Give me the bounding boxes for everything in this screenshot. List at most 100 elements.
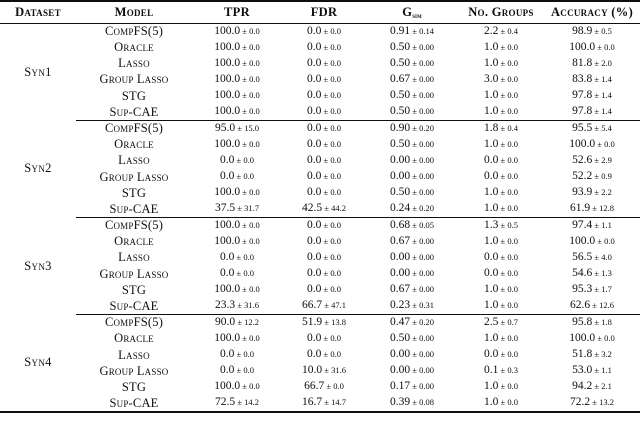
mean-value: 98.9: [572, 24, 593, 37]
mean-value: 42.5: [302, 202, 323, 215]
std-value: ± 0.00: [410, 251, 434, 262]
std-value: ± 1.1: [592, 219, 612, 230]
accuracy-value: 72.2 ± 13.2: [544, 395, 640, 413]
fdr-value: 66.7 ± 0.0: [282, 379, 366, 395]
mean-value: 94.2: [572, 380, 593, 393]
mean-value: 1.0: [484, 234, 499, 247]
mean-value: 0.23: [390, 299, 411, 312]
no-groups-value: 1.0 ± 0.0: [458, 298, 544, 315]
std-value: ± 0.0: [595, 41, 615, 52]
fdr-value: 0.0 ± 0.0: [282, 266, 366, 282]
std-value: ± 0.00: [410, 332, 434, 343]
mean-value: 0.00: [390, 250, 411, 263]
fdr-value: 0.0 ± 0.0: [282, 39, 366, 55]
table-row: Lasso 100.0 ± 0.0 0.0 ± 0.0 0.50 ± 0.00 1.0 …: [0, 55, 640, 71]
mean-value: 0.50: [390, 105, 411, 118]
std-value: ± 0.14: [410, 25, 434, 36]
gsim-value: 0.00 ± 0.00: [366, 347, 458, 363]
mean-value: 0.67: [390, 283, 411, 296]
gsim-value: 0.00 ± 0.00: [366, 266, 458, 282]
mean-value: 0.0: [307, 283, 322, 296]
std-value: ± 2.2: [592, 187, 612, 198]
mean-value: 66.7: [302, 299, 323, 312]
std-value: ± 0.0: [234, 154, 254, 165]
mean-value: 100.0: [569, 137, 596, 150]
tpr-value: 100.0 ± 0.0: [192, 72, 282, 88]
std-value: ± 1.4: [592, 106, 612, 117]
mean-value: 0.0: [307, 72, 322, 85]
fdr-value: 0.0 ± 0.0: [282, 217, 366, 233]
std-value: ± 0.0: [595, 138, 615, 149]
table-row: Lasso 0.0 ± 0.0 0.0 ± 0.0 0.00 ± 0.00 0.0 ± …: [0, 347, 640, 363]
tpr-value: 100.0 ± 0.0: [192, 217, 282, 233]
mean-value: 0.0: [307, 267, 322, 280]
mean-value: 1.0: [484, 283, 499, 296]
tpr-value: 0.0 ± 0.0: [192, 363, 282, 379]
mean-value: 97.8: [572, 105, 593, 118]
mean-value: 0.0: [220, 153, 235, 166]
mean-value: 0.0: [307, 56, 322, 69]
no-groups-value: 1.0 ± 0.0: [458, 88, 544, 104]
gsim-value: 0.39 ± 0.08: [366, 395, 458, 413]
mean-value: 100.0: [214, 186, 241, 199]
gsim-symbol: G: [402, 4, 413, 19]
std-value: ± 0.0: [498, 187, 518, 198]
mean-value: 56.5: [572, 250, 593, 263]
std-value: ± 0.0: [321, 332, 341, 343]
std-value: ± 0.0: [240, 57, 260, 68]
mean-value: 0.0: [220, 364, 235, 377]
accuracy-value: 54.6 ± 1.3: [544, 266, 640, 282]
no-groups-value: 1.8 ± 0.4: [458, 120, 544, 136]
mean-value: 72.2: [570, 396, 591, 409]
mean-value: 2.2: [484, 24, 499, 37]
table-row: Sup-CAE 72.5 ± 14.2 16.7 ± 14.7 0.39 ± 0.08…: [0, 395, 640, 413]
std-value: ± 0.0: [240, 90, 260, 101]
mean-value: 0.0: [220, 267, 235, 280]
table-row: Syn1 CompFS(5) 100.0 ± 0.0 0.0 ± 0.0 0.91 ± …: [0, 23, 640, 78]
mean-value: 100.0: [569, 234, 596, 247]
table-row: Sup-CAE 100.0 ± 0.0 0.0 ± 0.0 0.50 ± 0.00 1.…: [0, 103, 640, 121]
std-value: ± 0.00: [410, 284, 434, 295]
table-row: STG 100.0 ± 0.0 66.7 ± 0.0 0.17 ± 0.00 1.0 ±…: [0, 379, 640, 395]
no-groups-value: 1.0 ± 0.0: [458, 103, 544, 121]
model-label: Group Lasso: [99, 363, 169, 378]
tpr-value: 23.3 ± 31.6: [192, 298, 282, 315]
std-value: ± 0.0: [240, 138, 260, 149]
std-value: ± 0.00: [410, 41, 434, 52]
table-row: Lasso 0.0 ± 0.0 0.0 ± 0.0 0.00 ± 0.00 0.0 ± …: [0, 153, 640, 169]
fdr-value: 0.0 ± 0.0: [282, 250, 366, 266]
std-value: ± 12.2: [235, 316, 259, 327]
mean-value: 0.0: [307, 153, 322, 166]
mean-value: 0.0: [307, 89, 322, 102]
accuracy-value: 93.9 ± 2.2: [544, 185, 640, 201]
no-groups-value: 1.3 ± 0.5: [458, 217, 544, 233]
std-value: ± 1.3: [592, 268, 612, 279]
mean-value: 95.5: [572, 121, 593, 134]
gsim-value: 0.50 ± 0.00: [366, 88, 458, 104]
mean-value: 0.00: [390, 153, 411, 166]
mean-value: 0.0: [307, 170, 322, 183]
model-label: Sup-CAE: [76, 298, 192, 315]
fdr-value: 0.0 ± 0.0: [282, 103, 366, 121]
mean-value: 0.67: [390, 72, 411, 85]
fdr-value: 0.0 ± 0.0: [282, 23, 366, 39]
accuracy-value: 83.8 ± 1.4: [544, 72, 640, 88]
mean-value: 1.0: [484, 380, 499, 393]
col-header-dataset: Dataset: [0, 1, 76, 24]
mean-value: 0.0: [307, 121, 322, 134]
mean-value: 100.0: [569, 331, 596, 344]
std-value: ± 14.2: [235, 397, 259, 408]
accuracy-value: 97.4 ± 1.1: [544, 217, 640, 233]
std-value: ± 1.4: [592, 73, 612, 84]
mean-value: 0.0: [220, 250, 235, 263]
std-value: ± 1.1: [592, 365, 612, 376]
std-value: ± 0.0: [234, 251, 254, 262]
no-groups-value: 1.0 ± 0.0: [458, 282, 544, 298]
mean-value: 95.3: [572, 283, 593, 296]
mean-value: 0.90: [390, 121, 411, 134]
fdr-value: 0.0 ± 0.0: [282, 185, 366, 201]
mean-value: 1.0: [484, 299, 499, 312]
tpr-value: 0.0 ± 0.0: [192, 153, 282, 169]
std-value: ± 0.0: [498, 171, 518, 182]
std-value: ± 0.00: [410, 365, 434, 376]
